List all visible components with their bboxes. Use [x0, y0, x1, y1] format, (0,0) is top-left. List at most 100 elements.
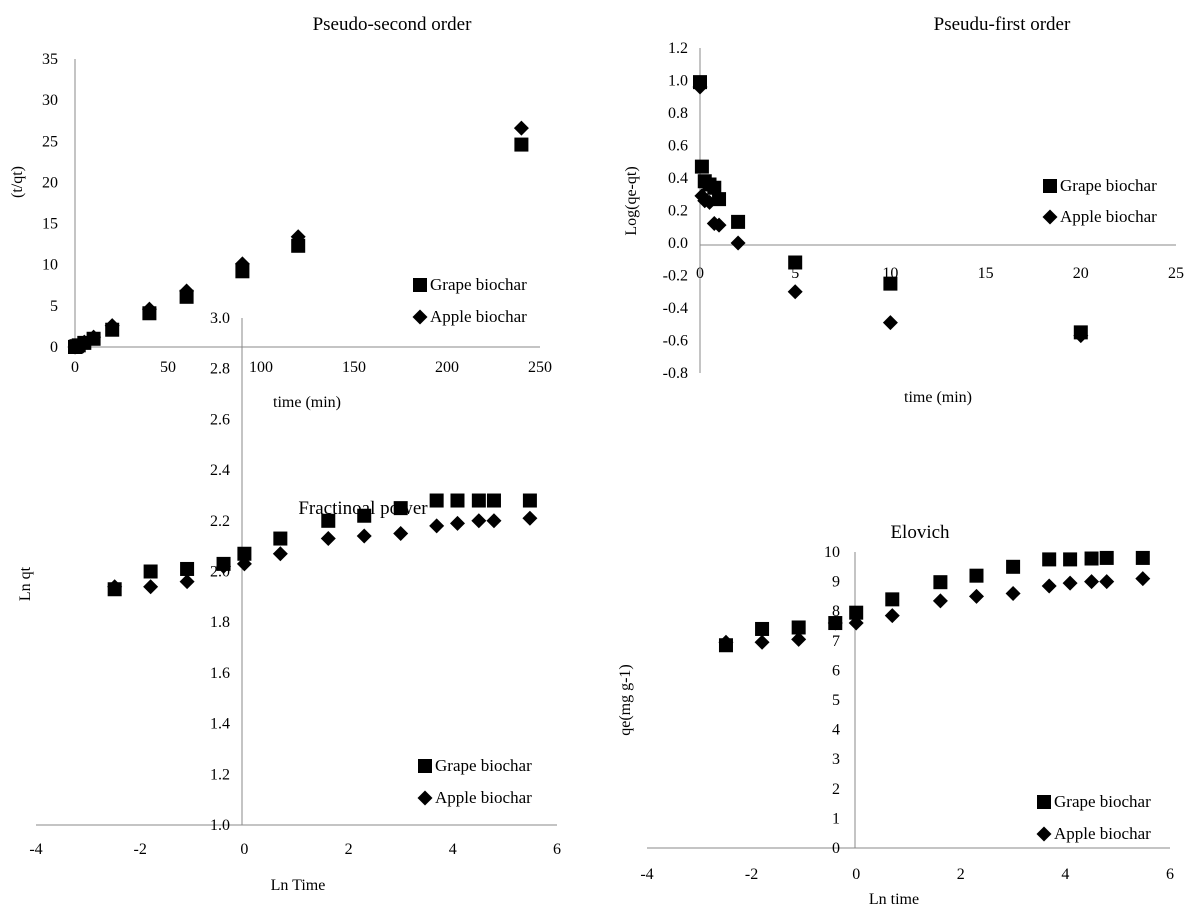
data-point [1042, 552, 1057, 567]
data-point [791, 631, 807, 647]
data-point [86, 329, 102, 345]
x-tick-label: 6 [553, 841, 561, 858]
legend-label: Apple biochar [1054, 824, 1151, 843]
data-point [471, 493, 486, 508]
y-tick-label: 1.8 [210, 614, 230, 631]
y-tick-label: 1 [832, 810, 840, 827]
data-point [754, 634, 770, 650]
data-point [1063, 552, 1078, 567]
data-point [290, 229, 306, 245]
data-point [236, 556, 252, 572]
legend-marker [1043, 179, 1057, 193]
y-tick-label: 25 [42, 133, 58, 150]
series-1 [718, 571, 1151, 650]
x-tick-label: -4 [640, 866, 653, 883]
data-point [787, 284, 803, 300]
y-tick-label: 10 [824, 544, 840, 561]
x-axis-label: Ln Time [271, 877, 326, 894]
data-point [849, 605, 864, 620]
data-point [883, 276, 898, 291]
x-tick-label: 0 [71, 359, 79, 376]
legend-label: Grape biochar [1060, 176, 1157, 195]
y-axis-label: Log(qe-qt) [623, 166, 640, 235]
chart-panel-3: -4 -2 0 2 4 6 0 1 2 3 4 5 6 7 8 9 10 Elovich Ln time qe(mg … [617, 522, 1174, 908]
data-point [1005, 585, 1021, 601]
data-point [827, 615, 843, 631]
x-axis-label: Ln time [869, 891, 919, 908]
x-tick-label: 25 [1168, 265, 1184, 282]
data-point [711, 217, 727, 233]
y-tick-label: 1.6 [210, 665, 230, 682]
y-tick-label: 1.4 [210, 716, 230, 733]
y-tick-label: 3.0 [210, 310, 230, 327]
chart-title: Elovich [890, 522, 950, 543]
data-point [731, 214, 746, 229]
y-tick-label: -0.4 [663, 300, 688, 317]
data-point [180, 561, 195, 576]
x-tick-label: 50 [160, 359, 176, 376]
chart-title: Pseudu-first order [934, 14, 1071, 35]
x-tick-label: 150 [342, 359, 366, 376]
data-point [694, 159, 709, 174]
legend-marker [1037, 795, 1051, 809]
legend-label: Apple biochar [1060, 207, 1157, 226]
data-point [1084, 551, 1099, 566]
y-tick-label: 20 [42, 174, 58, 191]
legend-label: Apple biochar [435, 788, 532, 807]
x-tick-label: 5 [791, 265, 799, 282]
data-point [730, 235, 746, 251]
data-point [320, 531, 336, 547]
y-tick-label: 5 [832, 692, 840, 709]
y-tick-label: 0 [50, 339, 58, 356]
y-tick-label: 0.4 [668, 170, 688, 187]
x-tick-label: -4 [29, 841, 42, 858]
data-point [702, 194, 718, 210]
legend-marker [413, 278, 427, 292]
x-tick-label: -2 [745, 866, 758, 883]
data-point [486, 493, 501, 508]
data-point [718, 634, 734, 650]
data-point [429, 493, 444, 508]
y-tick-label: 2.8 [210, 361, 230, 378]
x-tick-label: -2 [134, 841, 147, 858]
data-point [692, 79, 708, 95]
data-point [449, 515, 465, 531]
data-point [486, 513, 502, 529]
x-tick-label: 20 [1073, 265, 1089, 282]
data-point [522, 510, 538, 526]
data-point [104, 318, 120, 334]
data-point [514, 137, 529, 152]
data-point [450, 493, 465, 508]
data-point [471, 513, 487, 529]
x-tick-label: 4 [1061, 866, 1069, 883]
legend-marker [417, 790, 433, 806]
legend-marker [418, 759, 432, 773]
data-point [141, 301, 157, 317]
y-tick-label: 0.8 [668, 105, 688, 122]
y-axis-label: (t/qt) [9, 166, 26, 198]
y-tick-label: 6 [832, 662, 840, 679]
data-point [513, 120, 529, 136]
series-0 [693, 75, 1088, 340]
y-tick-label: 1.2 [210, 766, 230, 783]
series-1 [67, 120, 529, 355]
data-point [321, 513, 336, 528]
data-point [707, 180, 722, 195]
y-tick-label: 2.6 [210, 411, 230, 428]
data-point [882, 315, 898, 331]
y-tick-label: -0.6 [663, 333, 688, 350]
y-tick-label: 15 [42, 216, 58, 233]
data-point [1135, 571, 1151, 587]
x-axis-label: time (min) [273, 394, 341, 411]
y-tick-label: 1.2 [668, 40, 688, 57]
chart-panel-1: 0 5 10 15 20 25-0.8-0.6-0.4-0.20.00.20.40.60.… [623, 14, 1184, 406]
legend-marker [412, 309, 428, 325]
y-tick-label: 5 [50, 298, 58, 315]
data-point [216, 558, 232, 574]
y-axis-label: Ln qt [17, 566, 34, 601]
y-tick-label: 2.4 [210, 462, 230, 479]
data-point [884, 608, 900, 624]
y-axis-label: qe(mg g-1) [617, 664, 634, 736]
series-1 [107, 510, 538, 595]
